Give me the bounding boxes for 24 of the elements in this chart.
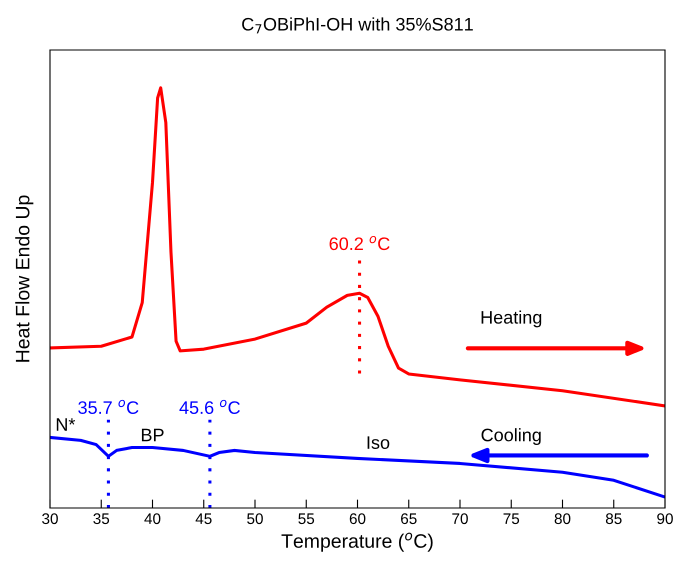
x-tick-label: 75 [504, 513, 520, 524]
x-tick-label: 60 [350, 513, 366, 524]
ref-line-label: 45.6 $^{o}$C [179, 400, 240, 414]
x-tick-label: 50 [247, 513, 263, 524]
x-tick-label: 65 [401, 513, 417, 524]
x-tick-label: 30 [42, 513, 58, 524]
x-tick-label: 80 [554, 513, 570, 524]
chart-title: C$_{7}$OBiPhI-OH with 35%S811 [242, 17, 473, 34]
annotation: Iso [368, 436, 390, 449]
x-tick-label: 70 [452, 513, 468, 524]
x-tick-label: 55 [298, 513, 314, 524]
annotation: Cooling [482, 428, 541, 445]
annotation: BP [142, 428, 164, 442]
x-tick-label: 90 [657, 513, 673, 524]
x-axis-title: Temperature ($^{o}$C) [282, 532, 433, 552]
ref-line-label: 35.7 $^{o}$C [78, 400, 138, 414]
y-axis-title: Heat Flow Endo Up [15, 196, 34, 362]
annotation: Heating [482, 310, 542, 328]
ref-line-label: 60.2 $^{o}$C [330, 236, 390, 250]
x-tick-label: 45 [196, 513, 212, 524]
x-tick-label: 85 [606, 513, 622, 524]
x-tick-label: 40 [144, 513, 160, 524]
x-tick-label: 35 [93, 513, 110, 524]
annotation: N* [56, 418, 76, 431]
